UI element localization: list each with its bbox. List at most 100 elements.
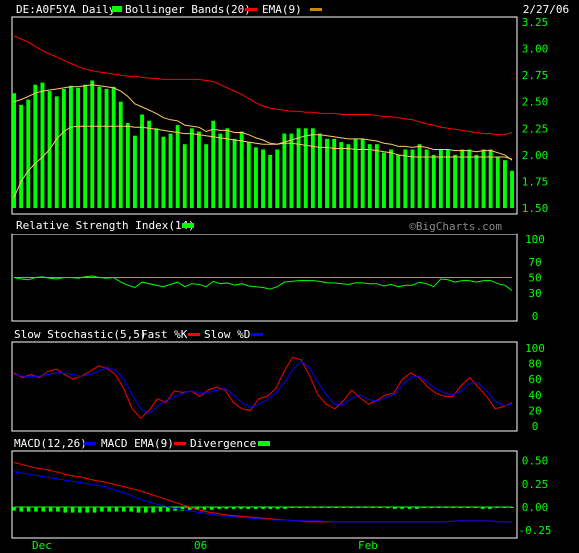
divergence-bar <box>451 507 456 508</box>
price-bar <box>19 104 24 208</box>
x-axis-label-dec: Dec <box>32 539 52 552</box>
rsi-y-tick-label: 50 <box>528 272 541 285</box>
divergence-bar <box>63 507 68 513</box>
price-bar <box>503 160 507 208</box>
divergence-bar <box>188 507 192 510</box>
macd-title: MACD(12,26) <box>14 437 87 450</box>
divergence-bar <box>283 507 287 509</box>
divergence-bar <box>180 507 185 511</box>
price-bar <box>97 86 102 208</box>
price-y-tick-label: 1.50 <box>522 202 549 215</box>
stochastic-slowd-label: Slow %D <box>204 328 250 341</box>
price-bar <box>339 142 344 208</box>
price-bar <box>460 149 465 208</box>
divergence-bar <box>85 507 89 513</box>
macd-y-tick-label: 0.50 <box>522 455 549 468</box>
price-bar <box>125 123 130 208</box>
divergence-bar <box>473 507 478 508</box>
price-bar <box>40 82 45 208</box>
chart-date: 2/27/06 <box>523 3 569 16</box>
price-panel-frame <box>11 16 518 215</box>
divergence-bar <box>129 507 133 512</box>
rsi-title-bar <box>12 215 517 234</box>
macd-y-tick-label: 0.25 <box>522 478 549 491</box>
price-bar <box>168 133 173 208</box>
price-bar <box>396 154 401 208</box>
price-y-tick-label: 1.75 <box>522 175 549 188</box>
price-panel <box>12 35 514 208</box>
divergence-bar <box>246 507 251 509</box>
divergence-bar <box>231 507 236 509</box>
price-y-tick-label: 2.25 <box>522 122 549 135</box>
price-bar <box>275 149 280 208</box>
stochastic-y-tick-label: 0 <box>532 420 539 433</box>
price-bar <box>69 85 73 208</box>
axis-labels: 3.25 3.00 2.75 2.50 2.25 2.00 1.75 1.50 100 70 50 3… <box>518 16 551 537</box>
price-bar <box>438 149 443 208</box>
bollinger-mid-line <box>13 84 513 161</box>
divergence-bar <box>334 507 338 508</box>
divergence-bar <box>488 507 492 509</box>
price-bar <box>83 84 88 208</box>
price-bar <box>374 144 379 208</box>
divergence-bar <box>107 507 111 512</box>
chart-title: DE:A0F5YA Daily <box>16 3 116 16</box>
divergence-bar <box>34 507 38 512</box>
divergence-bar <box>12 507 16 511</box>
stochastic-y-tick-label: 60 <box>528 373 541 386</box>
divergence-bar <box>393 507 397 509</box>
divergence-bar <box>41 507 46 512</box>
divergence-bar <box>114 507 119 512</box>
macd-y-tick-label: 0.00 <box>522 501 549 514</box>
stochastic-y-tick-label: 20 <box>528 404 541 417</box>
divergence-bar <box>122 507 126 512</box>
divergence-bar <box>217 507 221 509</box>
price-y-tick-label: 3.00 <box>522 43 549 56</box>
macd-ema-label: MACD EMA(9) <box>101 437 174 450</box>
divergence-bar <box>371 507 375 508</box>
macd-panel-frame <box>11 450 518 539</box>
price-bar <box>446 149 450 208</box>
stochastic-slowd-swatch <box>251 333 263 336</box>
macd-y-tick-label: -0.25 <box>518 524 551 537</box>
price-bar <box>453 154 458 208</box>
price-bar <box>239 131 244 208</box>
price-bar <box>417 144 422 208</box>
divergence-bar <box>100 507 104 512</box>
divergence-bar <box>356 507 360 508</box>
divergence-bar <box>144 507 148 513</box>
divergence-bar <box>458 507 463 508</box>
divergence-bar <box>56 507 60 512</box>
price-bar <box>268 154 273 208</box>
price-bar <box>403 149 408 208</box>
divergence-bar <box>275 507 280 509</box>
price-bar <box>353 138 358 208</box>
divergence-swatch <box>258 441 270 446</box>
slow-d-line <box>13 360 513 415</box>
rsi-title: Relative Strength Index(14) <box>16 219 195 232</box>
price-bar <box>246 142 251 208</box>
price-bar <box>189 128 194 208</box>
rsi-y-tick-label: 70 <box>528 256 541 269</box>
price-y-tick-label: 2.50 <box>522 96 549 109</box>
price-bar <box>382 152 386 208</box>
price-bar <box>474 154 479 208</box>
price-y-tick-label: 2.75 <box>522 69 549 82</box>
divergence-bar <box>151 507 155 513</box>
divergence-bar <box>466 507 470 508</box>
divergence-bar <box>415 507 419 509</box>
price-bar <box>296 128 301 208</box>
price-bar <box>232 138 237 208</box>
bollinger-upper-line <box>13 35 513 136</box>
divergence-bar <box>26 507 31 512</box>
stochastic-y-tick-label: 40 <box>528 389 541 402</box>
divergence-bar <box>290 507 295 508</box>
divergence-bar <box>19 507 24 512</box>
divergence-bar <box>158 507 163 512</box>
price-bar <box>104 89 109 208</box>
stochastic-panel <box>13 356 513 419</box>
price-bar <box>289 133 294 208</box>
divergence-bar <box>305 507 309 508</box>
price-bar <box>488 149 493 208</box>
price-bar <box>76 87 80 208</box>
